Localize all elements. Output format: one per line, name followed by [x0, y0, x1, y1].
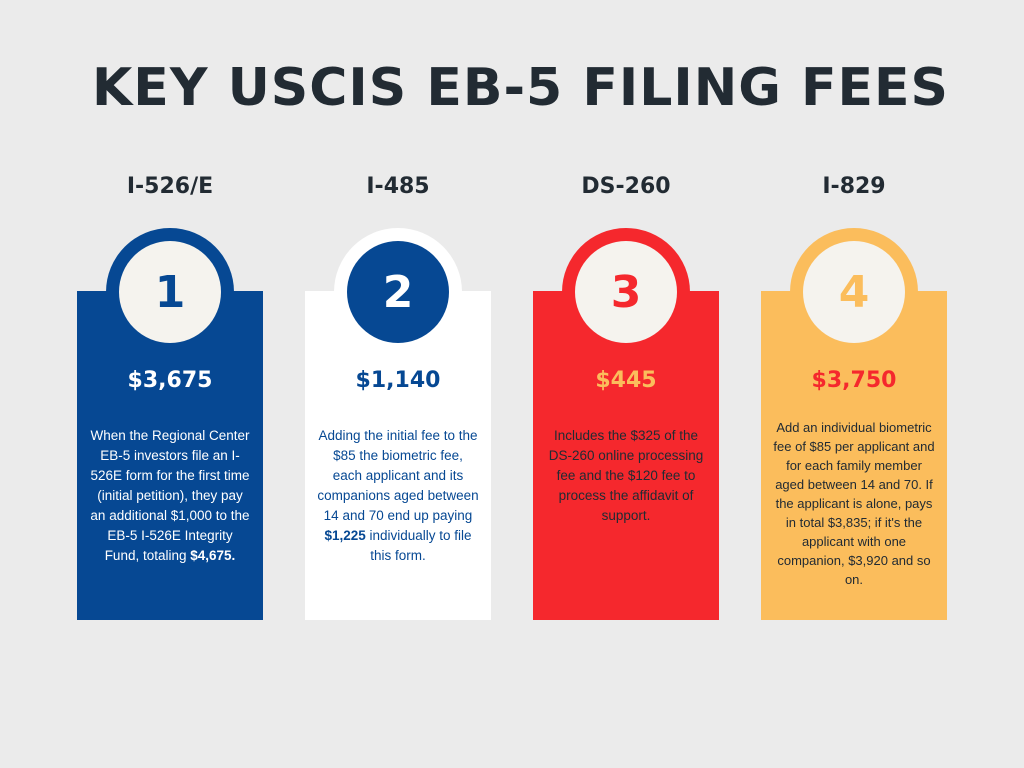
desc-text: Adding the initial fee to the $85 the bi… — [317, 428, 479, 523]
fee-card-i526e: I-526/E 1 $3,675 When the Regional Cente… — [77, 170, 263, 620]
step-number-circle: 2 — [347, 241, 449, 343]
step-number-circle: 4 — [803, 241, 905, 343]
fee-description: When the Regional Center EB-5 investors … — [89, 426, 251, 566]
desc-text: Includes the $325 of the DS-260 online p… — [548, 428, 704, 523]
desc-text: When the Regional Center EB-5 investors … — [90, 428, 250, 563]
fee-card-i485: I-485 2 $1,140 Adding the initial fee to… — [305, 170, 491, 620]
desc-highlight: $4,675. — [190, 548, 236, 563]
desc-text-end: individually to file this form. — [365, 528, 472, 563]
fee-card-ds260: DS-260 3 $445 Includes the $325 of the D… — [533, 170, 719, 620]
form-name: I-485 — [366, 174, 430, 199]
form-name: DS-260 — [581, 174, 671, 199]
form-name: I-829 — [822, 174, 886, 199]
desc-text: Add an individual biometric fee of $85 p… — [773, 420, 935, 587]
fee-description: Adding the initial fee to the $85 the bi… — [317, 426, 479, 566]
desc-highlight: $1,225 — [324, 528, 366, 543]
step-number-circle: 3 — [575, 241, 677, 343]
step-number-circle: 1 — [119, 241, 221, 343]
fee-amount: $3,675 — [127, 368, 213, 393]
card-panel — [761, 291, 947, 620]
card-panel — [77, 291, 263, 620]
fee-amount: $3,750 — [811, 368, 897, 393]
fee-description: Includes the $325 of the DS-260 online p… — [545, 426, 707, 526]
page-title: KEY USCIS EB-5 FILING FEES — [92, 58, 950, 118]
form-name: I-526/E — [126, 174, 214, 199]
fee-amount: $1,140 — [355, 368, 441, 393]
fee-amount: $445 — [595, 368, 657, 393]
fee-description: Add an individual biometric fee of $85 p… — [773, 418, 935, 589]
card-panel — [533, 291, 719, 620]
card-panel — [305, 291, 491, 620]
fee-card-i829: I-829 4 $3,750 Add an individual biometr… — [761, 170, 947, 620]
